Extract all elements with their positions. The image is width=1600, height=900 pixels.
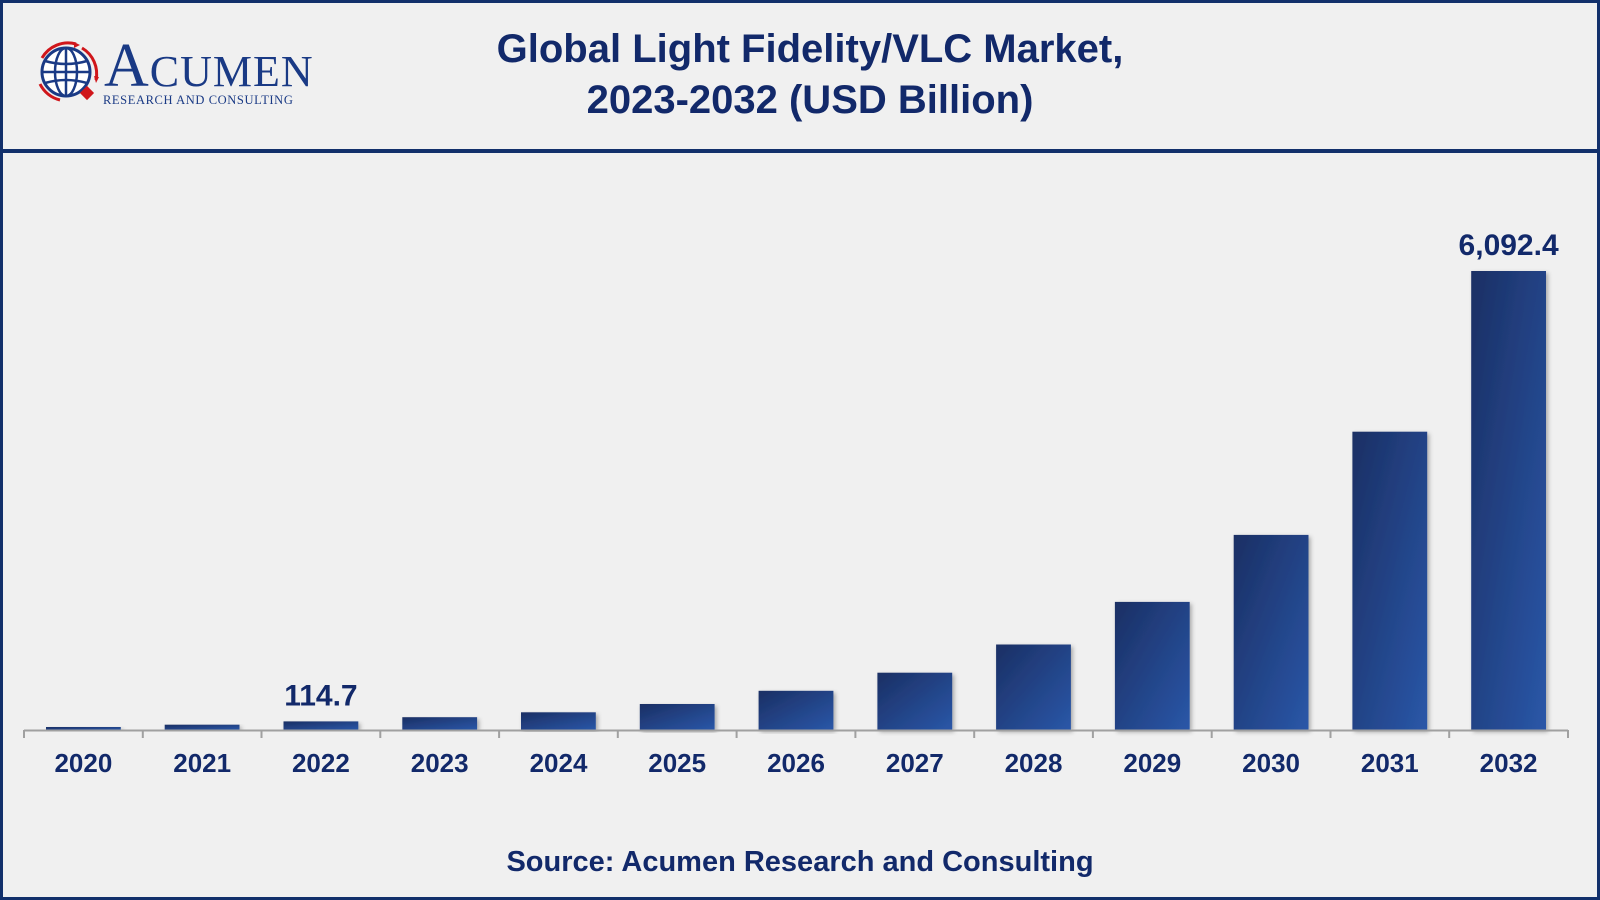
chart-title-line2: 2023-2032 (USD Billion) [586,78,1034,122]
labels-group: 2020 2021 2022 2023 2024 2025 2026 2027 2028 2029… [54,229,1558,778]
data-label-2022: 114.7 [284,679,357,712]
x-tick-label: 2030 [1242,748,1300,778]
bar-2022 [283,721,359,730]
bar-2029 [1114,601,1190,730]
x-tick-label: 2028 [1005,748,1063,778]
acumen-logo: ACUMEN RESEARCH AND CONSULTING [30,35,330,108]
x-tick-label: 2027 [886,748,944,778]
logo-initial: A [104,32,150,100]
logo-wordmark: ACUMEN [104,35,314,102]
bar-2032 [1471,271,1546,730]
x-tick-label: 2029 [1123,748,1181,778]
chart-title-line1: Global Light Fidelity/VLC Market, [496,27,1124,71]
bar-2028 [996,644,1071,730]
bar-2023 [402,717,478,730]
header-divider [0,149,1600,153]
x-tick-label: 2022 [292,748,350,778]
bar-2026 [758,690,834,730]
globe-icon [38,41,99,102]
bar-2020 [46,727,121,730]
source-note: Source: Acumen Research and Consulting [506,846,1094,878]
bar-2027 [877,672,953,730]
bar-2021 [164,724,240,730]
bar-2024 [521,712,596,730]
x-axis [23,729,1569,738]
x-tick-label: 2024 [530,748,588,778]
x-tick-label: 2031 [1361,748,1419,778]
x-tick-label: 2020 [54,748,112,778]
x-tick-label: 2021 [173,748,231,778]
bar-2030 [1233,534,1309,730]
chart-title: Global Light Fidelity/VLC Market, 2023-2… [380,24,1240,126]
x-tick-label: 2023 [411,748,469,778]
bar-2031 [1352,431,1428,730]
x-tick-label: 2025 [648,748,706,778]
logo-rest: CUMEN [149,47,314,96]
bar-chart: 2020 2021 2022 2023 2024 2025 2026 2027 2028 2029… [23,229,1569,778]
bars-group [46,271,1546,730]
x-tick-label: 2026 [767,748,825,778]
data-label-2032: 6,092.4 [1459,229,1559,262]
logo-tagline: RESEARCH AND CONSULTING [103,93,294,107]
x-tick-label: 2032 [1480,748,1538,778]
bar-2025 [639,704,715,730]
